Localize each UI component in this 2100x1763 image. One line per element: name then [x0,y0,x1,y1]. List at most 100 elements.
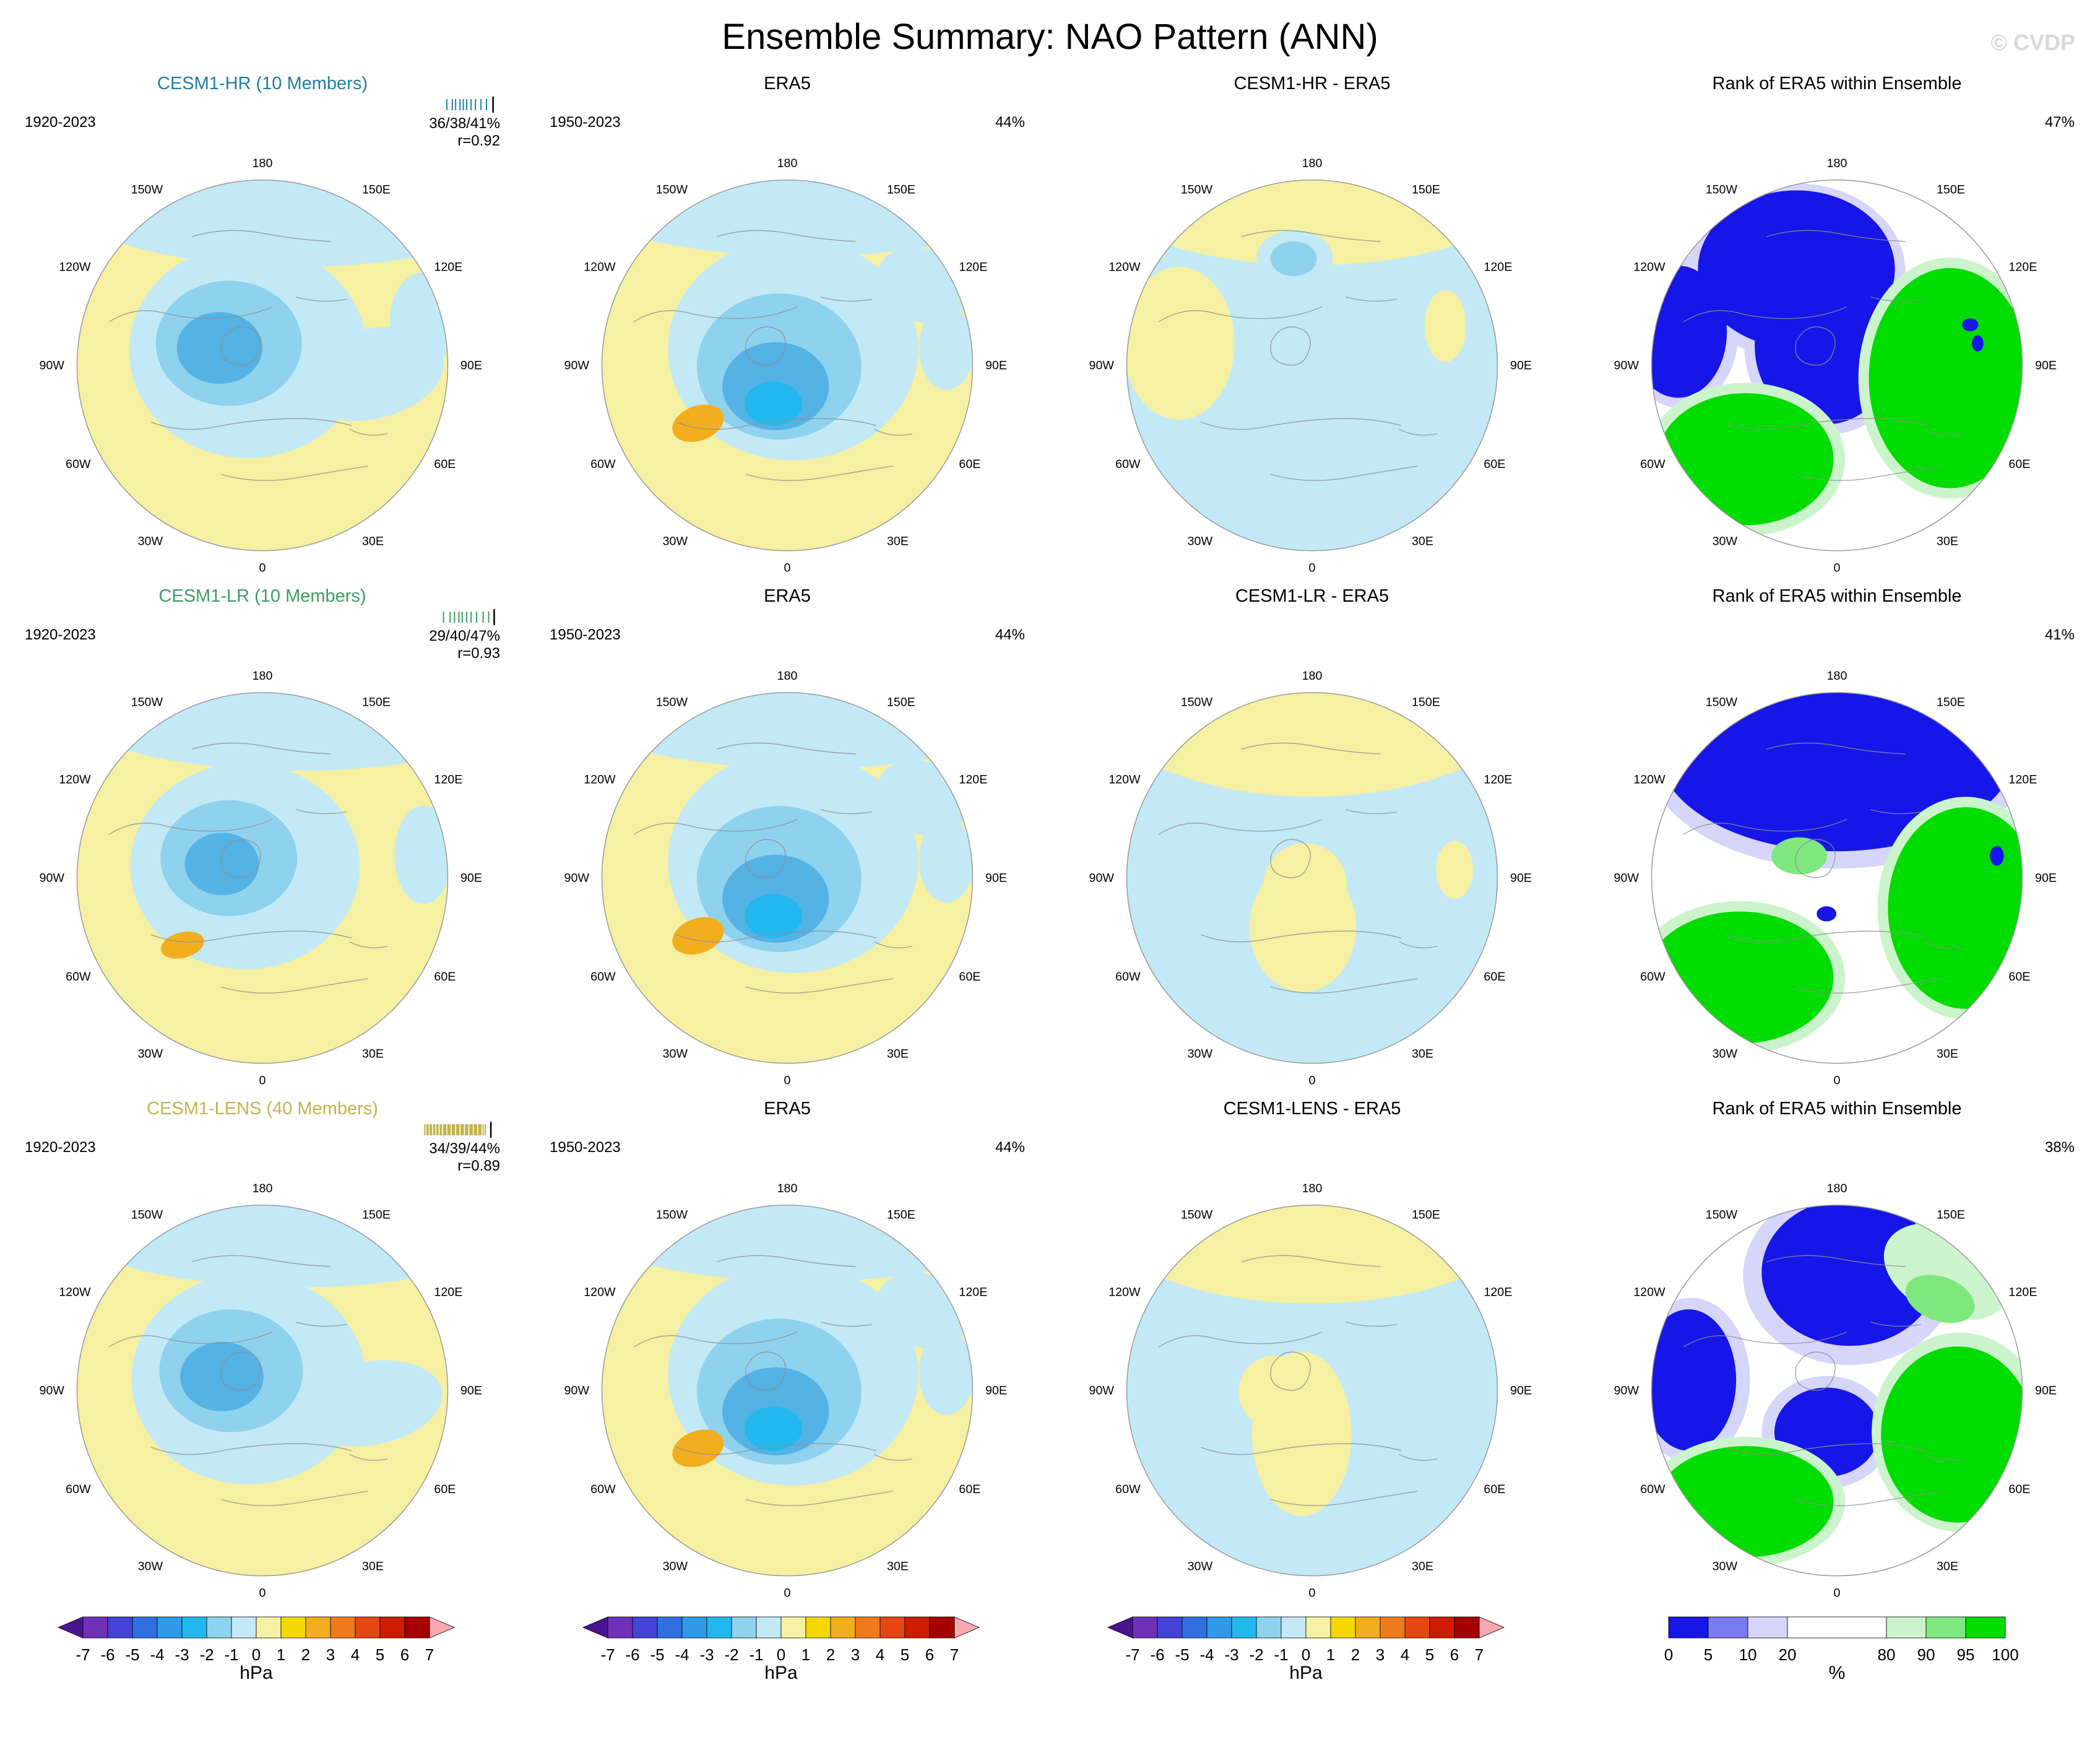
percent-colorbar-cell: 0 5 10 20 80 90 95 100% [1575,1613,2099,1683]
lon-label: 30E [1937,1560,1958,1574]
lon-label: 120W [1108,261,1141,274]
panel-annotations: 1950-2023 44% [525,95,1050,150]
correlation-label: r=0.93 [457,645,500,662]
lon-label: 90W [1614,359,1640,373]
coastlines [1683,230,1963,481]
map-panel-rank-lens: Rank of ERA5 within Ensemble 38% 180 150E 12… [1575,1097,2099,1609]
colorbar-tick-label: -1 [1274,1645,1288,1664]
lon-label: 90E [985,1384,1007,1398]
colorbar-tick-label: -7 [76,1645,90,1664]
lon-label: 0 [1309,561,1316,574]
lon-label: 30E [362,535,384,548]
lon-label: 30W [1713,535,1738,548]
lon-label: 30E [1412,1047,1433,1061]
colorbar-tick-label: 2 [1351,1645,1360,1664]
colorbar-tick-label: -4 [675,1645,689,1664]
coastlines [1683,1255,1963,1506]
map-diff-lens: 180 150E 120E 90E 60E 30E 0 30W 60W 90W 120W 150W [1089,1182,1532,1600]
map-rank-hr: 180 150E 120E 90E 60E 30E 0 30W 60W 90W 120W 150W [1614,157,2057,574]
lon-label: 30E [1412,535,1433,548]
panel-title: CESM1-LENS - ERA5 [1223,1099,1401,1119]
map-diff-lr: 180 150E 120E 90E 60E 30E 0 30W 60W 90W 120W 150W [1089,669,1532,1087]
percent-label: 38% [2044,1139,2075,1156]
map-panel-model-hr: CESM1-HR (10 Members) 1920-2023 36/38/41% r… [0,72,525,584]
colorbar-tick-label: -1 [749,1645,763,1664]
percent-label: 44% [995,626,1025,643]
colorbar-tick-label: 2 [301,1645,310,1664]
lon-label: 90E [460,872,482,885]
lon-label: 120E [434,773,462,787]
lon-label: 90W [1614,1384,1640,1398]
lon-label: 30E [362,1047,384,1061]
lon-label: 150E [887,183,915,197]
colorbar-tick-label: 20 [1779,1645,1797,1664]
member-ticks [424,1122,492,1138]
lon-label: 120E [2008,261,2037,274]
percent-label: 44% [995,1139,1025,1156]
map-panel-era5: ERA5 1950-2023 44% 180 150E 120E 90E 60E 30E 0 30W… [525,584,1050,1097]
lon-label: 120W [584,261,616,274]
map-panel-model-lr: CESM1-LR (10 Members) 1920-2023 29/40/47% r… [0,584,525,1097]
lon-label: 150E [362,696,391,709]
map-era5: 180 150E 120E 90E 60E 30E 0 30W 60W 90W 120W 150W [564,1182,1007,1600]
lon-label: 30E [1412,1560,1433,1574]
lon-label: 60E [1484,970,1505,984]
coastlines [1158,230,1438,481]
lon-label: 90E [985,359,1007,373]
lon-label: 0 [784,561,791,574]
lon-label: 120W [1633,261,1666,274]
lon-label: 30E [887,1560,909,1574]
colorbar-tick-label: 10 [1739,1645,1757,1664]
lon-label: 180 [777,157,798,170]
lon-label: 0 [784,1073,791,1087]
map-panel-rank-lr: Rank of ERA5 within Ensemble 41% 180 150E 12… [1575,584,2099,1097]
colorbar-tick-label: -3 [175,1645,189,1664]
lon-label: 30W [1713,1560,1738,1574]
lon-label: 180 [777,669,798,683]
lon-label: 180 [777,1182,798,1195]
lon-label: 60E [959,1483,980,1496]
colorbar-tick-label: 2 [826,1645,835,1664]
map-model-lens: 180 150E 120E 90E 60E 30E 0 30W 60W 90W 120W 150W [40,1182,482,1600]
lon-label: 60W [1115,970,1141,984]
lon-label: 120W [584,773,616,787]
panel-annotations: 1920-2023 29/40/47% r=0.93 [0,608,525,662]
lon-label: 90E [2035,872,2057,885]
coastlines [108,230,388,481]
lon-label: 0 [259,1586,266,1600]
lon-label: 60W [590,1483,616,1496]
lon-label: 150E [887,696,915,709]
lon-label: 30W [663,1560,688,1574]
stats-label: 34/39/44% [429,1140,500,1157]
hpa-colorbar: -7 -6 -5 -4 -3 -2 -1 0 1 2 3 4 5 6 7 hPa [1107,1616,1505,1683]
panel-annotations: 41% [1575,608,2099,662]
lon-label: 30W [1188,1047,1213,1061]
lon-label: 180 [1827,1182,1847,1195]
colorbar-tick-label: -6 [100,1645,115,1664]
map-wrap: 180 150E 120E 90E 60E 30E 0 30W 60W 90W 120W 150W [1050,150,1575,584]
colorbar-tick-label: -7 [1125,1645,1139,1664]
colorbar-tick-label: 7 [425,1645,434,1664]
panel-title: CESM1-HR - ERA5 [1234,74,1391,93]
panel-annotations [1050,95,1575,150]
map-wrap: 180 150E 120E 90E 60E 30E 0 30W 60W 90W 120W 150W [1575,1175,2099,1609]
lon-label: 150E [1412,1208,1440,1222]
lon-label: 90E [1510,872,1532,885]
lon-label: 60E [1484,1483,1505,1496]
lon-label: 150E [887,1208,915,1222]
lon-label: 30E [887,535,909,548]
map-era5: 180 150E 120E 90E 60E 30E 0 30W 60W 90W 120W 150W [564,157,1007,574]
lon-label: 150W [656,1208,688,1222]
colorbar-tick-label: 0 [1664,1645,1673,1664]
map-grid: CESM1-HR (10 Members) 1920-2023 36/38/41% r… [0,72,2100,1609]
lon-label: 150E [1937,183,1965,197]
colorbar-tick-label: 90 [1917,1645,1935,1664]
panel-title: ERA5 [764,74,811,93]
map-wrap: 180 150E 120E 90E 60E 30E 0 30W 60W 90W 120W 150W [1050,662,1575,1097]
colorbar-tick-label: 4 [1401,1645,1409,1664]
lon-label: 0 [784,1586,791,1600]
colorbar-tick-label: 6 [400,1645,409,1664]
period-label: 1920-2023 [25,626,96,643]
lon-label: 90W [564,872,590,885]
colorbar-tick-label: 1 [277,1645,285,1664]
